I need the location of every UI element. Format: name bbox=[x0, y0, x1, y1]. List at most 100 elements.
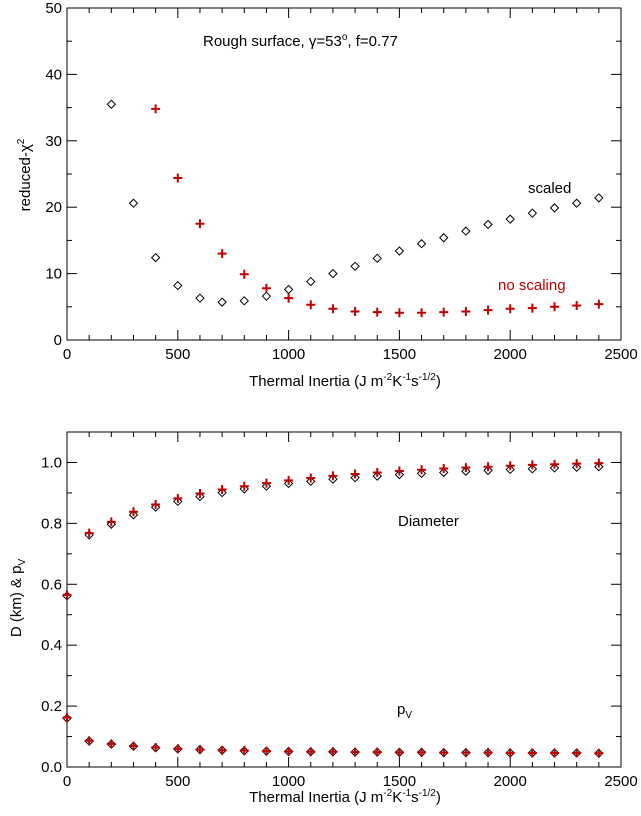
top-point-no-scaling bbox=[594, 299, 604, 309]
bottom-point-diameter-scaled bbox=[195, 491, 205, 502]
bottom-point-diameter-scaled bbox=[505, 464, 515, 475]
top-point-scaled bbox=[239, 296, 249, 306]
top-point-no-scaling bbox=[350, 306, 360, 316]
bottom-point-pv-no-scaling bbox=[550, 748, 560, 758]
bottom-point-diameter-scaled bbox=[416, 468, 427, 479]
bottom-xtick-label: 2000 bbox=[494, 773, 527, 790]
bottom-point-diameter-no-scaling bbox=[372, 468, 382, 478]
bottom-point-pv-no-scaling bbox=[328, 747, 338, 757]
bottom-point-diameter-no-scaling bbox=[417, 465, 427, 475]
bottom-point-diameter-no-scaling bbox=[483, 462, 493, 472]
bottom-point-diameter-no-scaling bbox=[217, 485, 227, 495]
bottom-point-pv-no-scaling bbox=[195, 745, 205, 755]
top-point-scaled bbox=[505, 214, 515, 224]
bottom-point-pv-no-scaling bbox=[106, 739, 116, 749]
top-point-scaled bbox=[173, 280, 183, 291]
bottom-point-diameter-scaled bbox=[571, 462, 582, 473]
bottom-frame bbox=[66, 431, 622, 768]
bottom-point-diameter-no-scaling bbox=[84, 528, 94, 538]
bottom-point-diameter-scaled bbox=[239, 484, 249, 494]
top-point-no-scaling bbox=[284, 293, 294, 303]
bottom-annotation-pv: pV bbox=[397, 701, 412, 721]
bottom-point-diameter-no-scaling bbox=[439, 464, 449, 474]
top-point-no-scaling bbox=[439, 307, 449, 317]
bottom-xtick-label: 1500 bbox=[383, 773, 416, 790]
top-point-no-scaling bbox=[328, 304, 338, 314]
top-point-scaled bbox=[483, 219, 493, 230]
bottom-point-diameter-scaled bbox=[527, 464, 538, 474]
bottom-point-pv-no-scaling bbox=[394, 747, 404, 757]
top-xlabel: Thermal Inertia (J m-2K-1s-1/2) bbox=[249, 372, 441, 390]
bottom-point-diameter-scaled bbox=[283, 478, 294, 489]
top-ytick-label: 0 bbox=[54, 332, 62, 349]
chart-bottom: 0 500 1000 1500 2000 2500 0.0 0.2 0.4 0.6 0.8 1.0 D… bbox=[8, 431, 638, 806]
top-point-scaled bbox=[128, 198, 139, 208]
top-point-scaled bbox=[461, 226, 471, 236]
top-point-scaled bbox=[394, 246, 405, 256]
bottom-point-diameter-no-scaling bbox=[527, 460, 537, 470]
bottom-point-pv-no-scaling bbox=[461, 748, 471, 758]
bottom-point-pv-no-scaling bbox=[217, 745, 227, 755]
bottom-xtick-label: 1000 bbox=[272, 773, 305, 790]
bottom-ytick-label: 0.4 bbox=[41, 637, 62, 654]
bottom-ytick-label: 0.8 bbox=[41, 515, 62, 532]
bottom-annotation-diameter: Diameter bbox=[398, 513, 459, 530]
bottom-point-diameter-no-scaling bbox=[284, 475, 294, 485]
bottom-point-pv-no-scaling bbox=[350, 747, 360, 757]
bottom-xtick-label: 2500 bbox=[604, 773, 637, 790]
bottom-point-pv-no-scaling bbox=[306, 747, 316, 757]
top-point-scaled bbox=[328, 268, 338, 279]
top-point-no-scaling bbox=[151, 104, 161, 114]
top-xtick-label: 2500 bbox=[604, 346, 637, 363]
top-xtick-label: 0 bbox=[63, 346, 71, 363]
top-ytick-label: 10 bbox=[45, 266, 62, 283]
bottom-point-diameter-no-scaling bbox=[350, 469, 360, 479]
top-point-scaled bbox=[439, 233, 449, 243]
top-point-scaled bbox=[306, 276, 316, 287]
bottom-point-diameter-no-scaling bbox=[239, 481, 249, 491]
top-title: Rough surface, γ=53o, f=0.77 bbox=[203, 32, 398, 50]
bottom-point-diameter-scaled bbox=[350, 472, 360, 483]
bottom-point-pv-no-scaling bbox=[239, 746, 249, 756]
top-point-no-scaling bbox=[217, 249, 227, 259]
bottom-point-pv-no-scaling bbox=[594, 748, 604, 758]
top-point-no-scaling bbox=[483, 305, 493, 315]
bottom-point-diameter-scaled bbox=[217, 487, 227, 498]
bottom-xtick-label: 0 bbox=[63, 773, 71, 790]
bottom-ylabel: D (km) & pV bbox=[8, 559, 28, 638]
bottom-point-diameter-no-scaling bbox=[261, 478, 271, 488]
top-point-no-scaling bbox=[195, 219, 205, 229]
bottom-point-diameter-no-scaling bbox=[550, 459, 560, 469]
top-ytick-label: 20 bbox=[45, 199, 62, 216]
bottom-point-pv-no-scaling bbox=[417, 747, 427, 757]
bottom-point-pv-no-scaling bbox=[62, 713, 72, 723]
bottom-point-diameter-scaled bbox=[106, 519, 117, 529]
bottom-point-diameter-scaled bbox=[549, 463, 560, 473]
top-point-no-scaling bbox=[261, 283, 271, 293]
top-point-no-scaling bbox=[527, 303, 537, 313]
top-annotation-no-scaling: no scaling bbox=[498, 277, 566, 294]
bottom-point-pv-no-scaling bbox=[261, 746, 271, 756]
bottom-point-diameter-scaled bbox=[483, 465, 493, 476]
bottom-xtick-label: 500 bbox=[165, 773, 190, 790]
bottom-point-diameter-scaled bbox=[461, 466, 471, 476]
bottom-point-pv-no-scaling bbox=[439, 748, 449, 758]
bottom-point-pv-no-scaling bbox=[372, 747, 382, 757]
bottom-point-pv-no-scaling bbox=[527, 748, 537, 758]
bottom-ytick-label: 0.0 bbox=[41, 759, 62, 776]
top-xtick-label: 2000 bbox=[494, 346, 527, 363]
bottom-point-pv-no-scaling bbox=[84, 736, 94, 746]
top-point-no-scaling bbox=[572, 300, 582, 310]
top-point-scaled bbox=[571, 198, 582, 208]
chart-top: 0 500 1000 1500 2000 2500 0 10 20 30 40 50 Rough su… bbox=[16, 0, 638, 390]
top-point-scaled bbox=[416, 239, 427, 249]
bottom-point-diameter-no-scaling bbox=[128, 507, 138, 517]
top-point-scaled bbox=[195, 293, 205, 303]
bottom-point-diameter-no-scaling bbox=[505, 461, 515, 471]
top-point-scaled bbox=[594, 193, 604, 203]
top-ytick-label: 40 bbox=[45, 66, 62, 83]
bottom-point-diameter-scaled bbox=[306, 476, 316, 487]
bottom-point-diameter-scaled bbox=[150, 502, 161, 512]
bottom-point-diameter-scaled bbox=[372, 471, 382, 481]
